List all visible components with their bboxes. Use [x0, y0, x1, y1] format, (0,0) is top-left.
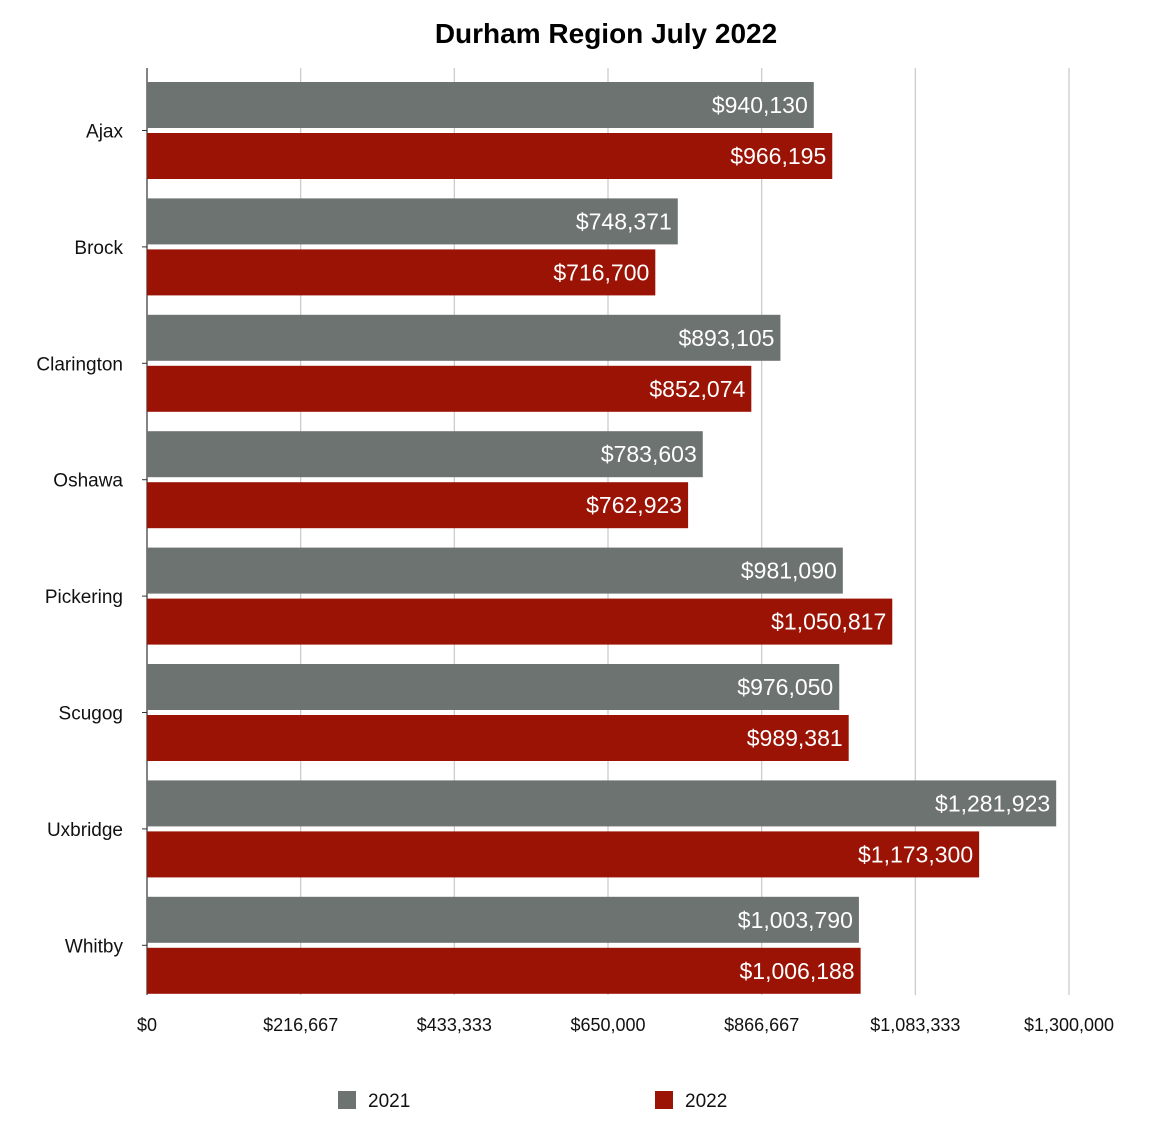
legend-swatch-2021: [338, 1091, 356, 1109]
bar-2022-oshawa: [147, 482, 689, 529]
bar-2021-whitby: [147, 896, 859, 943]
data-label: $716,700: [553, 259, 649, 285]
bars: [147, 82, 1057, 994]
x-tick-label: $866,667: [724, 1015, 799, 1035]
category-label: Brock: [74, 238, 123, 259]
bar-2022-uxbridge: [147, 831, 980, 878]
bar-2021-scugog: [147, 664, 840, 710]
legend: 2021 2022: [338, 1091, 727, 1112]
category-label: Whitby: [65, 936, 124, 957]
x-tick-label: $0: [137, 1015, 157, 1035]
category-label: Oshawa: [53, 471, 123, 492]
bar-2022-clarington: [147, 365, 752, 412]
data-label: $1,050,817: [771, 609, 886, 635]
legend-swatch-2022: [655, 1091, 673, 1109]
legend-label-2021: 2021: [368, 1091, 410, 1112]
bar-2021-pickering: [147, 547, 843, 594]
data-label: $1,006,188: [739, 958, 854, 984]
x-tick-label: $216,667: [263, 1015, 338, 1035]
bar-2021-uxbridge: [147, 780, 1057, 827]
data-label: $976,050: [737, 674, 833, 700]
data-label: $1,281,923: [935, 790, 1050, 816]
x-tick-label: $1,300,000: [1024, 1015, 1114, 1035]
x-axis-tick-labels: $0 $216,667 $433,333 $650,000 $866,667 $1,083…: [137, 1015, 1114, 1035]
bar-2022-whitby: [147, 947, 861, 994]
data-label: $981,090: [741, 558, 837, 584]
data-label: $783,603: [601, 441, 697, 467]
category-label: Clarington: [36, 354, 123, 375]
data-label: $852,074: [649, 376, 745, 402]
chart-title: Durham Region July 2022: [435, 18, 777, 49]
category-label: Pickering: [45, 587, 123, 608]
x-tick-label: $650,000: [570, 1015, 645, 1035]
bar-2021-clarington: [147, 314, 781, 361]
data-label: $989,381: [747, 725, 843, 751]
data-label: $1,003,790: [738, 907, 853, 933]
bar-2021-brock: [147, 198, 678, 245]
category-label: Scugog: [59, 704, 123, 725]
bar-2021-ajax: [147, 82, 814, 128]
bar-2022-scugog: [147, 715, 849, 761]
data-label: $1,173,300: [858, 841, 973, 867]
data-label: $940,130: [712, 92, 808, 118]
data-label: $893,105: [678, 325, 774, 351]
bar-2021-oshawa: [147, 431, 703, 478]
data-label: $966,195: [730, 143, 826, 169]
category-label: Uxbridge: [47, 820, 123, 841]
data-label: $748,371: [576, 208, 672, 234]
category-label: Ajax: [86, 122, 123, 143]
bar-2022-pickering: [147, 598, 893, 645]
data-label: $762,923: [586, 492, 682, 518]
bar-2022-brock: [147, 249, 656, 296]
data-labels: $940,130 $966,195 $748,371 $716,700 $893,105…: [553, 92, 1050, 984]
category-labels: Ajax Brock Clarington Oshawa Pickering Scugog…: [36, 122, 123, 958]
legend-label-2022: 2022: [685, 1091, 727, 1112]
bar-2022-ajax: [147, 133, 833, 179]
x-tick-label: $1,083,333: [870, 1015, 960, 1035]
x-tick-label: $433,333: [417, 1015, 492, 1035]
